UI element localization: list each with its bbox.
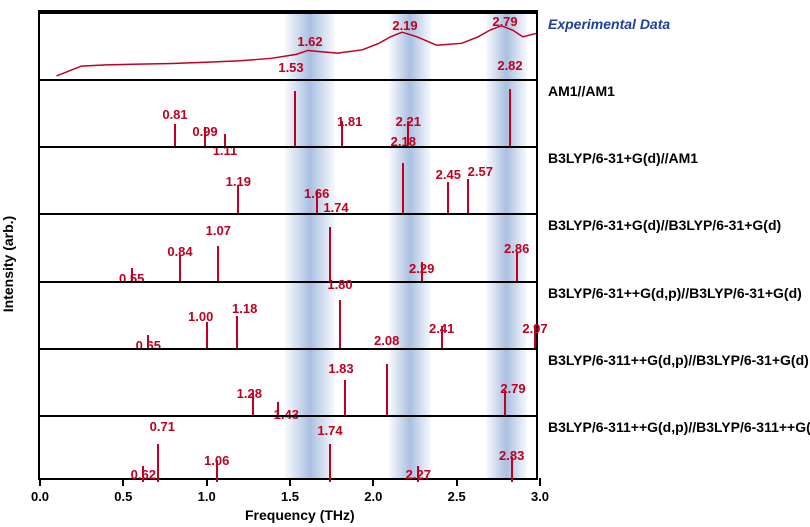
- peak-label: 1.83: [328, 361, 353, 376]
- peak-label: 1.80: [327, 277, 352, 292]
- peak-label: 2.57: [468, 164, 493, 179]
- peak-label: 1.07: [206, 223, 231, 238]
- peak-label: 2.82: [497, 58, 522, 73]
- spectrum-panel: 0.550.841.071.742.292.86: [40, 213, 536, 280]
- peak-label: 2.18: [391, 134, 416, 149]
- peak-line: [516, 252, 518, 280]
- peak-label: 1.74: [323, 200, 348, 215]
- spectrum-panel: 1.191.662.182.452.57: [40, 146, 536, 213]
- panel-title: B3LYP/6-31+G(d)//AM1: [548, 150, 698, 166]
- peak-label: 2.45: [436, 167, 461, 182]
- x-tick-label: 2.0: [364, 489, 382, 504]
- peak-label: 1.06: [204, 453, 229, 468]
- peak-label: 0.71: [150, 419, 175, 434]
- peak-label: 2.41: [429, 321, 454, 336]
- spectrum-panel: 0.62 0.71 1.06 1.74 2.27 2.83: [40, 415, 536, 482]
- peak-label: 0.62: [131, 467, 156, 482]
- x-tick: [39, 478, 41, 486]
- x-tick: [289, 478, 291, 486]
- peak-line: [386, 364, 388, 415]
- peak-label: 0.99: [192, 124, 217, 139]
- y-axis-label: Intensity (arb.): [0, 215, 16, 311]
- peak-label: 2.83: [499, 448, 524, 463]
- peak-line: [447, 182, 449, 214]
- x-tick: [122, 478, 124, 486]
- peak-line: [402, 163, 404, 214]
- panel-title-experimental: Experimental Data: [548, 16, 670, 32]
- peak-line: [344, 380, 346, 415]
- spectrum-panel: 0.651.001.181.802.412.97: [40, 281, 536, 348]
- peak-label: 1.00: [188, 309, 213, 324]
- peak-label: 2.19: [392, 18, 417, 33]
- peak-label: 1.18: [232, 301, 257, 316]
- peak-line: [339, 300, 341, 347]
- peak-label: 2.29: [409, 261, 434, 276]
- peak-line: [217, 246, 219, 281]
- peak-label: 2.79: [492, 14, 517, 29]
- x-tick: [539, 478, 541, 486]
- peak-line: [237, 185, 239, 213]
- plot-area: 1.622.192.790.810.991.111.531.812.212.82…: [38, 10, 538, 480]
- peak-label: 2.97: [522, 321, 547, 336]
- x-axis-label: Frequency (THz): [245, 507, 355, 523]
- panel-title: AM1//AM1: [548, 83, 615, 99]
- spectrum-panel: 0.810.991.111.531.812.212.82: [40, 79, 536, 146]
- peak-label: 2.79: [500, 381, 525, 396]
- peak-line: [174, 124, 176, 146]
- x-tick-label: 3.0: [531, 489, 549, 504]
- peak-label: 1.74: [317, 423, 342, 438]
- peak-line: [236, 316, 238, 348]
- spectrum-panel: 1.281.431.832.082.79: [40, 348, 536, 415]
- peak-line: [329, 444, 331, 482]
- x-tick-label: 0.5: [114, 489, 132, 504]
- peak-line: [467, 179, 469, 214]
- peak-label: 2.21: [396, 114, 421, 129]
- x-tick-label: 2.5: [448, 489, 466, 504]
- panel-title: B3LYP/6-311++G(d,p)//B3LYP/6-31+G(d): [548, 352, 809, 368]
- peak-label: 1.62: [297, 34, 322, 49]
- peak-label: 2.86: [504, 241, 529, 256]
- peak-label: 0.81: [162, 107, 187, 122]
- peak-label: 2.08: [374, 333, 399, 348]
- panel-title: B3LYP/6-31+G(d)//B3LYP/6-31+G(d): [548, 217, 781, 233]
- x-tick: [206, 478, 208, 486]
- peak-label: 1.53: [278, 60, 303, 75]
- peak-line: [206, 322, 208, 347]
- spectra-chart: Intensity (arb.) Frequency (THz) 1.62 2.1…: [0, 0, 810, 527]
- x-tick-label: 0.0: [31, 489, 49, 504]
- x-tick-label: 1.5: [281, 489, 299, 504]
- peak-line: [294, 91, 296, 147]
- peak-line: [329, 227, 331, 281]
- peak-label: 1.81: [337, 114, 362, 129]
- peak-line: [509, 89, 511, 146]
- panel-title: B3LYP/6-311++G(d,p)//B3LYP/6-311++G(d: [548, 419, 810, 435]
- peak-label: 1.19: [226, 174, 251, 189]
- x-tick: [456, 478, 458, 486]
- peak-label: 1.28: [237, 386, 262, 401]
- x-tick-label: 1.0: [198, 489, 216, 504]
- panel-title: B3LYP/6-31++G(d,p)//B3LYP/6-31+G(d): [548, 285, 802, 301]
- x-tick: [372, 478, 374, 486]
- peak-line: [157, 444, 159, 482]
- peak-label: 2.27: [406, 467, 431, 482]
- peak-label: 0.84: [167, 244, 192, 259]
